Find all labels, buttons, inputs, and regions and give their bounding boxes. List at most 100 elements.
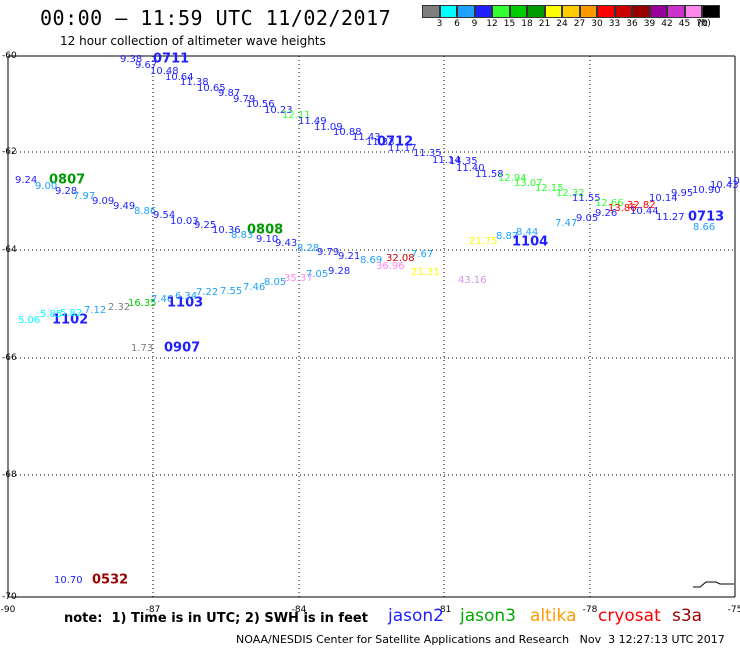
legend-label: 70 <box>696 19 708 29</box>
satellite-altika: altika <box>530 606 577 626</box>
legend-swatch <box>667 5 685 18</box>
legend-unit: (ft) <box>697 19 711 29</box>
wave-height-value: 10.64 <box>165 72 194 83</box>
wave-height-value: 11.55 <box>572 193 601 204</box>
legend-label: 36 <box>626 19 638 29</box>
coastline <box>693 581 734 588</box>
legend-swatch <box>422 5 440 18</box>
wave-height-value: 12.11 <box>282 110 311 121</box>
legend-swatch <box>702 5 720 18</box>
pass-time-label: 0532 <box>92 573 128 588</box>
wave-height-value: 13.86 <box>608 203 637 214</box>
legend-label: 45 <box>678 19 691 29</box>
latitude-label: -62 <box>2 147 17 157</box>
wave-height-value: 9.05 <box>576 213 598 224</box>
legend-label: 12 <box>486 19 498 29</box>
legend-label: 21 <box>538 19 551 29</box>
legend-swatch <box>684 5 702 18</box>
grid-lines <box>7 55 736 598</box>
longitude-label: -84 <box>291 605 307 615</box>
wave-height-value: 32.08 <box>386 253 415 264</box>
satellite-jason3: jason3 <box>460 606 516 626</box>
wave-height-value: 9.25 <box>194 220 216 231</box>
satellite-jason2: jason2 <box>388 606 444 626</box>
legend-label: 18 <box>521 19 533 29</box>
wave-height-value: 8.28 <box>297 243 319 254</box>
wave-height-value: 7.97 <box>73 191 95 202</box>
wave-height-value: 32.82 <box>627 200 656 211</box>
wave-height-value: 11.40 <box>456 163 485 174</box>
longitude-label: -75 <box>727 605 740 615</box>
wave-height-value: 9.49 <box>113 201 135 212</box>
wave-height-value: 6.34 <box>175 291 197 302</box>
wave-height-value: 11.49 <box>298 116 327 127</box>
wave-height-value: 7.22 <box>196 287 218 298</box>
longitude-label: -87 <box>145 605 161 615</box>
wave-height-value: 10.14 <box>649 193 678 204</box>
wave-height-value: 21.31 <box>411 267 440 278</box>
wave-height-value: 12.15 <box>535 183 564 194</box>
latitude-label: -64 <box>2 245 17 255</box>
wave-height-value: 5.82 <box>60 308 82 319</box>
wave-height-value: 11.35 <box>413 148 442 159</box>
wave-height-value: 11.58 <box>475 169 504 180</box>
legend-swatch <box>457 5 475 18</box>
legend-swatch <box>649 5 667 18</box>
wave-height-value: 11.43 <box>352 132 381 143</box>
wave-height-value: 9.67 <box>135 60 157 71</box>
legend-swatch <box>474 5 492 18</box>
wave-height-value: 9.24 <box>15 175 37 186</box>
wave-height-value: 9.21 <box>338 251 360 262</box>
wave-height-value: 10.90 <box>692 185 721 196</box>
wave-height-value: 21.75 <box>469 236 498 247</box>
wave-height-value: 8.05 <box>264 277 286 288</box>
legend-swatch <box>527 5 545 18</box>
legend-label: 27 <box>573 19 586 29</box>
wave-height-value: 10.36 <box>212 225 241 236</box>
wave-height-value: 11.27 <box>656 212 685 223</box>
pass-time-label: 0712 <box>377 135 413 150</box>
wave-height-value: 9.43 <box>275 238 297 249</box>
page-title: 00:00 – 11:59 UTC 11/02/2017 <box>40 6 392 30</box>
wave-height-value: 7.46 <box>151 294 173 305</box>
wave-height-value: 11.14 <box>432 155 461 166</box>
legend-label: 9 <box>471 19 478 29</box>
legend-swatch <box>614 5 632 18</box>
wave-height-value: 10.56 <box>246 99 275 110</box>
wave-height-legend: 3 6 9 12 15 18 21 24 27 30 33 36 39 42 45 70 (ft) <box>422 5 740 32</box>
satellite-s3a: s3a <box>672 606 703 626</box>
wave-height-value: 43.16 <box>458 275 487 286</box>
wave-height-value: 10.48 <box>150 66 179 77</box>
wave-height-value: 10.43 <box>710 180 739 191</box>
wave-height-value: 8.44 <box>516 227 538 238</box>
wave-height-value: 10.03 <box>170 216 199 227</box>
pass-time-label: 1103 <box>167 296 203 311</box>
wave-height-value: 9.79 <box>233 94 255 105</box>
legend-label: 15 <box>503 19 516 29</box>
wave-height-value: 8.66 <box>693 222 715 233</box>
legend-label: 3 <box>436 19 443 29</box>
legend-label: 39 <box>643 19 656 29</box>
legend-swatches <box>422 5 740 18</box>
satellite-cryosat: cryosat <box>598 606 661 626</box>
wave-height-value: 5.85 <box>40 309 62 320</box>
wave-height-value: 11.17 <box>388 143 417 154</box>
longitude-label: -90 <box>0 605 16 615</box>
pass-time-label: 1104 <box>512 235 548 250</box>
legend-label: 42 <box>661 19 673 29</box>
legend-swatch <box>544 5 562 18</box>
wave-height-value: 7.47 <box>555 218 577 229</box>
wave-height-value: 36.96 <box>376 261 405 272</box>
footer-credit: NOAA/NESDIS Center for Satellite Applica… <box>236 633 725 646</box>
wave-height-value: 11.09 <box>314 122 343 133</box>
wave-height-value: 9.95 <box>671 188 693 199</box>
wave-height-value: 7.46 <box>243 282 265 293</box>
legend-swatch <box>492 5 510 18</box>
wave-height-value: 9.28 <box>55 186 77 197</box>
latitude-label: -60 <box>2 51 17 61</box>
legend-swatch <box>439 5 457 18</box>
legend-labels: 3 6 9 12 15 18 21 24 27 30 33 36 39 42 45 70 (ft) <box>422 18 740 32</box>
wave-height-value: 11.38 <box>180 77 209 88</box>
wave-height-value: 8.83 <box>231 230 253 241</box>
wave-height-value: 9.10 <box>256 234 278 245</box>
